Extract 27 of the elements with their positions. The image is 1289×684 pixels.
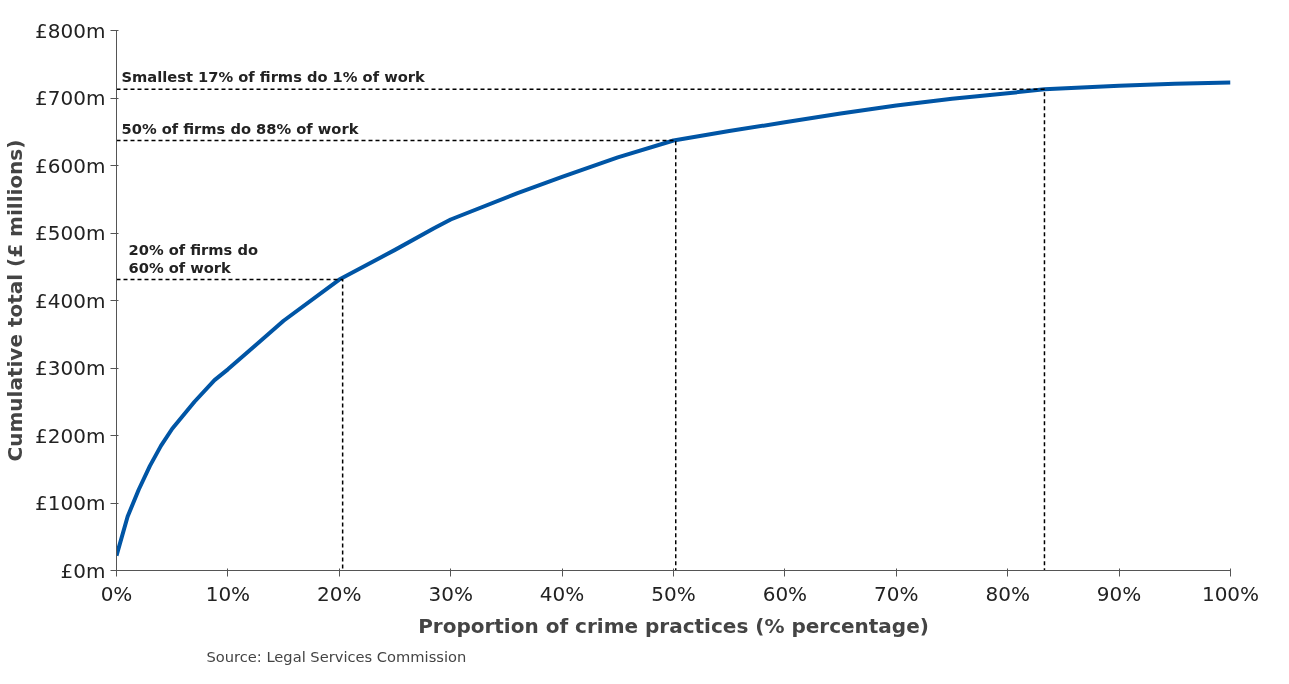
y-tick-label: £200m bbox=[35, 423, 106, 448]
y-tick-label: £700m bbox=[35, 86, 106, 110]
y-axis-title: Cumulative total (£ millions) bbox=[3, 139, 28, 462]
y-tick-label: £500m bbox=[35, 221, 106, 245]
y-tick-label: £100m bbox=[35, 491, 106, 515]
x-tick-label: 40% bbox=[539, 581, 585, 606]
x-axis-title: Proportion of crime practices (% percentage) bbox=[418, 613, 929, 638]
x-tick-label: 50% bbox=[651, 581, 696, 606]
x-tick-label: 0% bbox=[100, 581, 133, 606]
x-tick-label: 30% bbox=[428, 581, 473, 606]
x-tick-label: 10% bbox=[205, 581, 251, 606]
y-tick-label: £400m bbox=[35, 288, 106, 313]
y-tick-label: £300m bbox=[35, 356, 106, 380]
source-note: Source: Legal Services Commission bbox=[206, 647, 467, 665]
y-tick-label: £0m bbox=[60, 558, 106, 583]
x-tick-label: 70% bbox=[874, 581, 919, 606]
x-tick-label: 60% bbox=[762, 581, 808, 606]
annotation: 20% of firms do 60% of work bbox=[128, 240, 258, 276]
x-tick-label: 20% bbox=[317, 581, 362, 606]
x-tick-label: 100% bbox=[1201, 581, 1260, 606]
x-tick-label: 80% bbox=[985, 581, 1030, 606]
annotation: Smallest 17% of firms do 1% of work bbox=[121, 68, 426, 86]
y-tick-label: £600m bbox=[35, 153, 106, 178]
line-series bbox=[116, 80, 1231, 558]
annotation: 50% of firms do 88% of work bbox=[121, 119, 360, 137]
x-tick-label: 90% bbox=[1096, 581, 1142, 606]
y-tick-label: £800m bbox=[35, 18, 106, 43]
